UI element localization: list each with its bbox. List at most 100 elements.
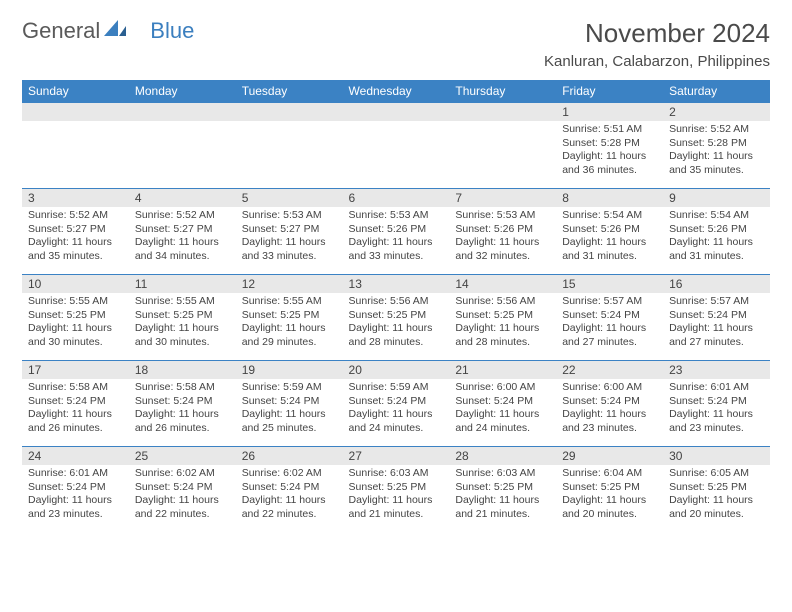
day-number: 28 [449, 447, 556, 465]
sunset-line: Sunset: 5:24 PM [28, 395, 123, 409]
day-details: Sunrise: 5:52 AMSunset: 5:27 PMDaylight:… [129, 207, 236, 268]
day-details: Sunrise: 5:59 AMSunset: 5:24 PMDaylight:… [236, 379, 343, 440]
calendar-week-row: 10Sunrise: 5:55 AMSunset: 5:25 PMDayligh… [22, 275, 770, 361]
day-details: Sunrise: 5:55 AMSunset: 5:25 PMDaylight:… [22, 293, 129, 354]
calendar-day-cell: 21Sunrise: 6:00 AMSunset: 5:24 PMDayligh… [449, 361, 556, 447]
day-number: 24 [22, 447, 129, 465]
day-number-empty [343, 103, 450, 121]
calendar-day-cell: 17Sunrise: 5:58 AMSunset: 5:24 PMDayligh… [22, 361, 129, 447]
daylight-line: Daylight: 11 hours and 22 minutes. [242, 494, 337, 521]
sunrise-line: Sunrise: 6:02 AM [135, 467, 230, 481]
day-details: Sunrise: 5:52 AMSunset: 5:27 PMDaylight:… [22, 207, 129, 268]
sunrise-line: Sunrise: 6:03 AM [455, 467, 550, 481]
day-details: Sunrise: 5:58 AMSunset: 5:24 PMDaylight:… [22, 379, 129, 440]
sunrise-line: Sunrise: 5:53 AM [349, 209, 444, 223]
calendar-day-cell: 7Sunrise: 5:53 AMSunset: 5:26 PMDaylight… [449, 189, 556, 275]
daylight-line: Daylight: 11 hours and 30 minutes. [28, 322, 123, 349]
day-details: Sunrise: 5:53 AMSunset: 5:27 PMDaylight:… [236, 207, 343, 268]
day-details: Sunrise: 5:55 AMSunset: 5:25 PMDaylight:… [236, 293, 343, 354]
day-number-empty [449, 103, 556, 121]
sunrise-line: Sunrise: 5:52 AM [669, 123, 764, 137]
sunset-line: Sunset: 5:24 PM [242, 481, 337, 495]
day-details: Sunrise: 6:04 AMSunset: 5:25 PMDaylight:… [556, 465, 663, 526]
calendar-day-cell: 20Sunrise: 5:59 AMSunset: 5:24 PMDayligh… [343, 361, 450, 447]
sunset-line: Sunset: 5:24 PM [562, 395, 657, 409]
day-number: 5 [236, 189, 343, 207]
sunset-line: Sunset: 5:24 PM [135, 395, 230, 409]
daylight-line: Daylight: 11 hours and 34 minutes. [135, 236, 230, 263]
weekday-header: Thursday [449, 80, 556, 103]
weekday-header: Wednesday [343, 80, 450, 103]
calendar-day-cell: 10Sunrise: 5:55 AMSunset: 5:25 PMDayligh… [22, 275, 129, 361]
calendar-day-cell: 3Sunrise: 5:52 AMSunset: 5:27 PMDaylight… [22, 189, 129, 275]
day-number: 18 [129, 361, 236, 379]
sunrise-line: Sunrise: 5:59 AM [349, 381, 444, 395]
daylight-line: Daylight: 11 hours and 30 minutes. [135, 322, 230, 349]
sunset-line: Sunset: 5:25 PM [28, 309, 123, 323]
day-details: Sunrise: 6:02 AMSunset: 5:24 PMDaylight:… [129, 465, 236, 526]
day-details: Sunrise: 5:54 AMSunset: 5:26 PMDaylight:… [663, 207, 770, 268]
calendar-week-row: 3Sunrise: 5:52 AMSunset: 5:27 PMDaylight… [22, 189, 770, 275]
sunset-line: Sunset: 5:24 PM [28, 481, 123, 495]
sunset-line: Sunset: 5:25 PM [562, 481, 657, 495]
day-number: 23 [663, 361, 770, 379]
day-details: Sunrise: 5:55 AMSunset: 5:25 PMDaylight:… [129, 293, 236, 354]
day-number: 25 [129, 447, 236, 465]
daylight-line: Daylight: 11 hours and 25 minutes. [242, 408, 337, 435]
month-title: November 2024 [544, 18, 770, 49]
day-number: 10 [22, 275, 129, 293]
logo-text-blue: Blue [150, 18, 194, 44]
day-details: Sunrise: 5:59 AMSunset: 5:24 PMDaylight:… [343, 379, 450, 440]
sunrise-line: Sunrise: 5:51 AM [562, 123, 657, 137]
calendar-day-cell: 27Sunrise: 6:03 AMSunset: 5:25 PMDayligh… [343, 447, 450, 533]
sunrise-line: Sunrise: 5:53 AM [455, 209, 550, 223]
calendar-day-cell [129, 103, 236, 189]
day-details: Sunrise: 5:58 AMSunset: 5:24 PMDaylight:… [129, 379, 236, 440]
calendar-day-cell: 19Sunrise: 5:59 AMSunset: 5:24 PMDayligh… [236, 361, 343, 447]
calendar-day-cell [449, 103, 556, 189]
sunset-line: Sunset: 5:26 PM [455, 223, 550, 237]
calendar-week-row: 1Sunrise: 5:51 AMSunset: 5:28 PMDaylight… [22, 103, 770, 189]
sunrise-line: Sunrise: 5:55 AM [242, 295, 337, 309]
sunset-line: Sunset: 5:28 PM [562, 137, 657, 151]
sunrise-line: Sunrise: 6:00 AM [562, 381, 657, 395]
sunrise-line: Sunrise: 5:52 AM [135, 209, 230, 223]
daylight-line: Daylight: 11 hours and 35 minutes. [28, 236, 123, 263]
day-number: 30 [663, 447, 770, 465]
day-details: Sunrise: 6:05 AMSunset: 5:25 PMDaylight:… [663, 465, 770, 526]
calendar-day-cell: 11Sunrise: 5:55 AMSunset: 5:25 PMDayligh… [129, 275, 236, 361]
day-number: 3 [22, 189, 129, 207]
calendar-day-cell: 26Sunrise: 6:02 AMSunset: 5:24 PMDayligh… [236, 447, 343, 533]
day-details: Sunrise: 6:01 AMSunset: 5:24 PMDaylight:… [22, 465, 129, 526]
daylight-line: Daylight: 11 hours and 32 minutes. [455, 236, 550, 263]
weekday-header: Monday [129, 80, 236, 103]
day-details: Sunrise: 5:56 AMSunset: 5:25 PMDaylight:… [449, 293, 556, 354]
calendar-day-cell: 15Sunrise: 5:57 AMSunset: 5:24 PMDayligh… [556, 275, 663, 361]
daylight-line: Daylight: 11 hours and 24 minutes. [455, 408, 550, 435]
sunset-line: Sunset: 5:27 PM [28, 223, 123, 237]
daylight-line: Daylight: 11 hours and 31 minutes. [562, 236, 657, 263]
calendar-day-cell: 25Sunrise: 6:02 AMSunset: 5:24 PMDayligh… [129, 447, 236, 533]
calendar-day-cell: 4Sunrise: 5:52 AMSunset: 5:27 PMDaylight… [129, 189, 236, 275]
day-number: 6 [343, 189, 450, 207]
daylight-line: Daylight: 11 hours and 33 minutes. [242, 236, 337, 263]
daylight-line: Daylight: 11 hours and 36 minutes. [562, 150, 657, 177]
daylight-line: Daylight: 11 hours and 23 minutes. [562, 408, 657, 435]
sunset-line: Sunset: 5:24 PM [135, 481, 230, 495]
day-number: 29 [556, 447, 663, 465]
sunrise-line: Sunrise: 5:56 AM [455, 295, 550, 309]
sunset-line: Sunset: 5:24 PM [562, 309, 657, 323]
day-details: Sunrise: 5:54 AMSunset: 5:26 PMDaylight:… [556, 207, 663, 268]
daylight-line: Daylight: 11 hours and 21 minutes. [349, 494, 444, 521]
sunset-line: Sunset: 5:25 PM [242, 309, 337, 323]
calendar-day-cell: 8Sunrise: 5:54 AMSunset: 5:26 PMDaylight… [556, 189, 663, 275]
sunrise-line: Sunrise: 5:58 AM [28, 381, 123, 395]
calendar-day-cell [236, 103, 343, 189]
day-details: Sunrise: 5:57 AMSunset: 5:24 PMDaylight:… [663, 293, 770, 354]
day-details: Sunrise: 6:01 AMSunset: 5:24 PMDaylight:… [663, 379, 770, 440]
daylight-line: Daylight: 11 hours and 22 minutes. [135, 494, 230, 521]
logo-sail-icon [104, 18, 126, 44]
sunrise-line: Sunrise: 6:01 AM [28, 467, 123, 481]
title-block: November 2024 Kanluran, Calabarzon, Phil… [544, 18, 770, 70]
calendar-day-cell: 6Sunrise: 5:53 AMSunset: 5:26 PMDaylight… [343, 189, 450, 275]
